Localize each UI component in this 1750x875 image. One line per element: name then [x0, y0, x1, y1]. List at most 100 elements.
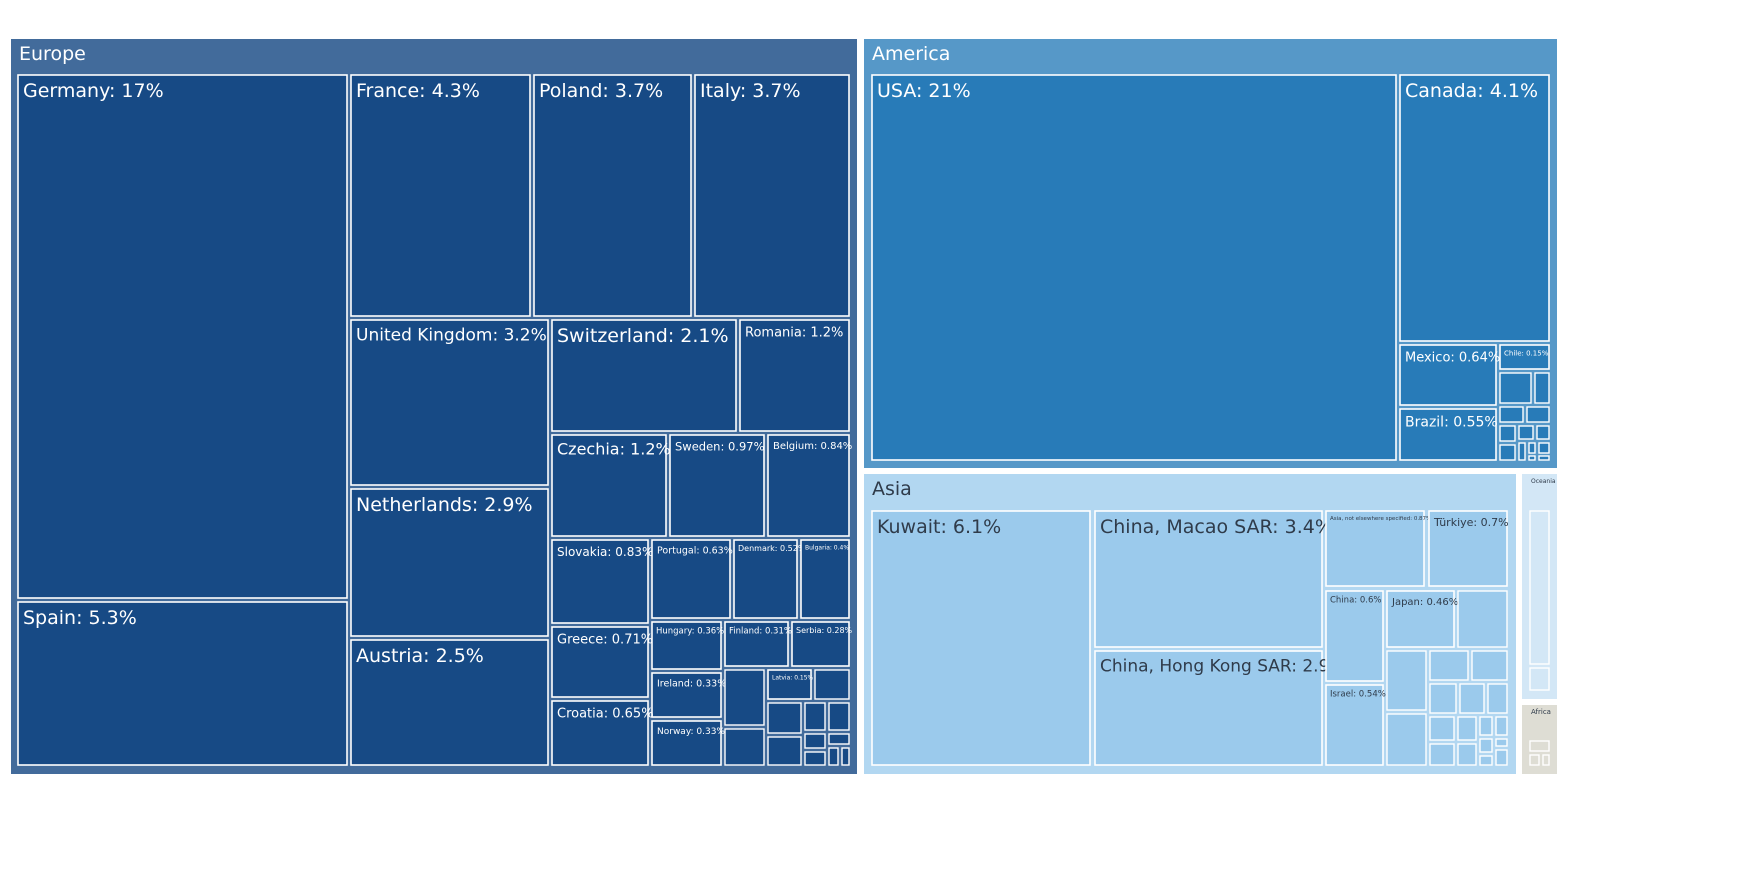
small-tile-oceania: [1529, 510, 1550, 665]
group-label-asia: Asia: [872, 478, 912, 500]
small-tile-asia: [1457, 590, 1508, 648]
small-tile-europe: [841, 747, 850, 766]
leaf-sweden-0-97: [669, 434, 765, 537]
leaf-label-t-rkiye-0-7: Türkiye: 0.7%: [1433, 516, 1509, 529]
small-tile-america: [1499, 406, 1524, 423]
leaf-label-germany-17: Germany: 17%: [23, 80, 164, 102]
leaf-china-hong-kong-sar-2-9: [1094, 650, 1323, 766]
small-tile-asia: [1487, 683, 1508, 714]
leaf-israel-0-54: [1325, 684, 1384, 766]
leaf-label-japan-0-46: Japan: 0.46%: [1391, 597, 1458, 608]
small-tile-america: [1538, 442, 1550, 454]
leaf-mexico-0-64: [1399, 344, 1497, 406]
leaf-france-4-3: [350, 74, 531, 317]
small-tile-europe: [814, 669, 850, 700]
leaf-denmark-0-52: [733, 539, 798, 619]
leaf-kuwait-6-1: [871, 510, 1091, 766]
small-tile-europe: [767, 702, 802, 734]
small-tile-europe: [767, 736, 802, 766]
small-tile-america: [1518, 442, 1526, 461]
leaf-label-asia-not-elsewhere-specified-0-87: Asia, not elsewhere specified: 0.87%: [1330, 516, 1431, 522]
leaf-label-croatia-0-65: Croatia: 0.65%: [557, 707, 654, 722]
leaf-usa-21: [871, 74, 1397, 461]
leaf-label-canada-4-1: Canada: 4.1%: [1405, 80, 1538, 102]
leaf-t-rkiye-0-7: [1428, 510, 1508, 587]
leaf-label-denmark-0-52: Denmark: 0.52%: [738, 544, 806, 553]
leaf-czechia-1-2: [551, 434, 667, 537]
leaf-label-belgium-0-84: Belgium: 0.84%: [773, 441, 852, 452]
leaf-ireland-0-33: [651, 672, 722, 718]
leaf-label-china-0-6: China: 0.6%: [1330, 596, 1381, 606]
small-tile-asia: [1429, 650, 1469, 681]
leaf-finland-0-31: [724, 621, 789, 667]
group-label-africa: Africa: [1531, 708, 1551, 716]
small-tile-america: [1526, 406, 1550, 423]
leaf-label-austria-2-5: Austria: 2.5%: [356, 645, 484, 667]
small-tile-europe: [804, 702, 826, 731]
leaf-croatia-0-65: [551, 700, 649, 766]
leaf-label-sweden-0-97: Sweden: 0.97%: [675, 439, 765, 453]
small-tile-asia: [1479, 755, 1493, 766]
small-tile-asia: [1471, 650, 1508, 681]
small-tile-europe: [828, 747, 839, 766]
small-tile-europe: [724, 669, 765, 726]
small-tile-america: [1528, 442, 1536, 454]
leaf-norway-0-33: [651, 720, 722, 766]
leaf-label-mexico-0-64: Mexico: 0.64%: [1405, 351, 1500, 366]
small-tile-asia: [1386, 713, 1427, 766]
small-tile-asia: [1495, 716, 1508, 736]
leaf-poland-3-7: [533, 74, 692, 317]
small-tile-america: [1534, 372, 1550, 404]
small-tile-america: [1528, 455, 1536, 461]
small-tile-asia: [1459, 683, 1485, 714]
small-tile-america: [1538, 455, 1550, 461]
leaf-label-spain-5-3: Spain: 5.3%: [23, 607, 137, 629]
leaf-united-kingdom-3-2: [350, 319, 549, 486]
small-tile-asia: [1457, 743, 1477, 766]
small-tile-asia: [1429, 683, 1457, 714]
group-label-america: America: [872, 43, 950, 65]
leaf-japan-0-46: [1386, 590, 1455, 648]
leaf-serbia-0-28: [791, 621, 850, 667]
small-tile-america: [1499, 372, 1532, 404]
small-tile-asia: [1479, 716, 1493, 736]
small-tile-africa: [1529, 740, 1550, 752]
leaf-brazil-0-55: [1399, 408, 1497, 461]
leaf-italy-3-7: [694, 74, 850, 317]
leaf-spain-5-3: [17, 601, 348, 766]
leaf-label-portugal-0-63: Portugal: 0.63%: [657, 546, 733, 557]
leaf-label-italy-3-7: Italy: 3.7%: [700, 80, 801, 102]
small-tile-europe: [828, 702, 850, 731]
small-tile-europe: [804, 751, 826, 766]
leaf-label-norway-0-33: Norway: 0.33%: [657, 727, 725, 737]
leaf-label-greece-0-71: Greece: 0.71%: [557, 633, 653, 648]
leaf-germany-17: [17, 74, 348, 599]
leaf-label-poland-3-7: Poland: 3.7%: [539, 80, 663, 102]
leaf-latvia-0-15: [767, 669, 812, 700]
leaf-greece-0-71: [551, 626, 649, 698]
leaf-label-israel-0-54: Israel: 0.54%: [1330, 690, 1386, 700]
leaf-label-hungary-0-36: Hungary: 0.36%: [656, 627, 724, 637]
leaf-hungary-0-36: [651, 621, 722, 670]
leaf-china-0-6: [1325, 590, 1384, 682]
leaf-chile-0-15: [1499, 344, 1550, 370]
leaf-switzerland-2-1: [551, 319, 737, 432]
small-tile-asia: [1429, 743, 1455, 766]
small-tile-asia: [1479, 738, 1493, 753]
leaf-label-brazil-0-55: Brazil: 0.55%: [1405, 415, 1498, 431]
small-tile-africa: [1529, 754, 1540, 766]
leaf-label-romania-1-2: Romania: 1.2%: [745, 326, 843, 341]
small-tile-asia: [1495, 738, 1508, 747]
small-tile-africa: [1542, 754, 1550, 766]
leaf-romania-1-2: [739, 319, 850, 432]
small-tile-america: [1499, 444, 1516, 461]
small-tile-asia: [1495, 749, 1508, 766]
leaf-label-united-kingdom-3-2: United Kingdom: 3.2%: [356, 325, 547, 345]
leaf-austria-2-5: [350, 639, 549, 766]
small-tile-america: [1518, 425, 1534, 440]
group-label-oceania: Oceania: [1531, 478, 1556, 485]
leaf-label-china-macao-sar-3-4: China, Macao SAR: 3.4%: [1100, 516, 1333, 538]
leaf-label-france-4-3: France: 4.3%: [356, 80, 480, 102]
small-tile-oceania: [1529, 667, 1550, 691]
